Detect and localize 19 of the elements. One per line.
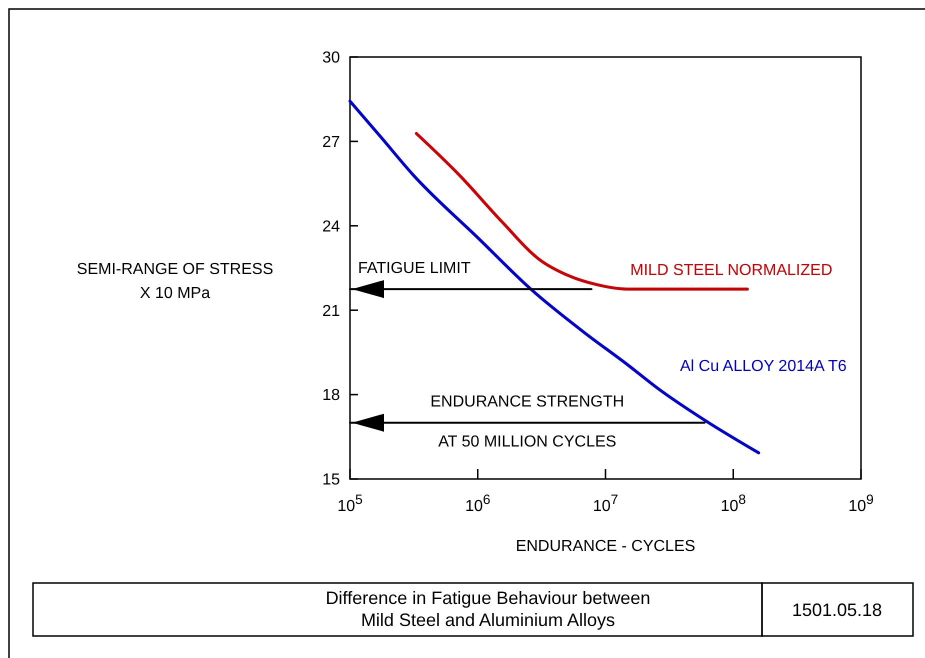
y-tick-label: 15 (322, 472, 340, 489)
text: ENDURANCE STRENGTH AT 50 MILLION CYCLES (430, 394, 624, 451)
series-label: Al Cu ALLOY 2014A T6 (680, 358, 847, 375)
y-tick-label: 24 (322, 218, 340, 236)
x-tick-label: 10$^{5}$ (337, 492, 363, 515)
annotation: FATIGUE LIMIT (358, 260, 471, 278)
y-tick-label: 30 (322, 50, 340, 67)
y-axis-title: SEMI-RANGE OF STRESS X 10 MPa (76, 261, 274, 302)
series-label: MILD STEEL NORMALIZED (630, 262, 832, 280)
x-tick-label: 10$^{6}$ (465, 492, 490, 515)
y-tick-label: 27 (322, 134, 340, 151)
y-tick-label: 21 (322, 302, 340, 320)
x-tick-label: 10$^{8}$ (720, 492, 746, 515)
x-axis-title: ENDURANCE - CYCLES (516, 538, 696, 555)
text: 1501.05.18 (792, 600, 882, 620)
text: Difference in Fatigue Behaviour between Mild Steel and Aluminium Alloys (326, 588, 650, 630)
x-tick-label: 10$^{7}$ (592, 492, 618, 515)
y-tick-label: 18 (322, 387, 340, 404)
x-tick-label: 10$^{9}$ (848, 492, 874, 515)
